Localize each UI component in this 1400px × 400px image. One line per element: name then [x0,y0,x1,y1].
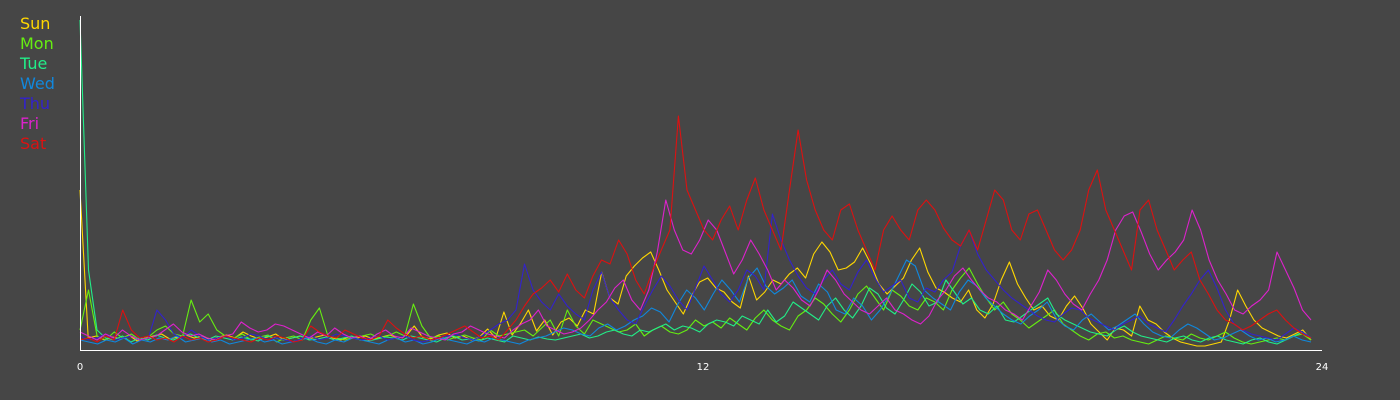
x-tick-label: 0 [77,362,83,373]
series-line-tue [79,19,1312,345]
series-layer [79,19,1312,347]
series-line-sat [79,115,1312,343]
legend-entry-thu: Thu [19,94,50,113]
x-tick-label: 24 [1316,362,1329,373]
legend-entry-mon: Mon [20,34,54,53]
legend-entry-sun: Sun [20,14,50,33]
legend-entry-wed: Wed [20,74,55,93]
legend-entry-tue: Tue [19,54,47,73]
legend-entry-fri: Fri [20,114,39,133]
x-tick-labels: 0 12 24 [77,362,1329,373]
series-line-fri [79,199,1312,341]
series-line-wed [79,259,1312,345]
series-line-thu [79,213,1312,343]
legend-entry-sat: Sat [20,134,46,153]
x-tick-label: 12 [697,362,710,373]
